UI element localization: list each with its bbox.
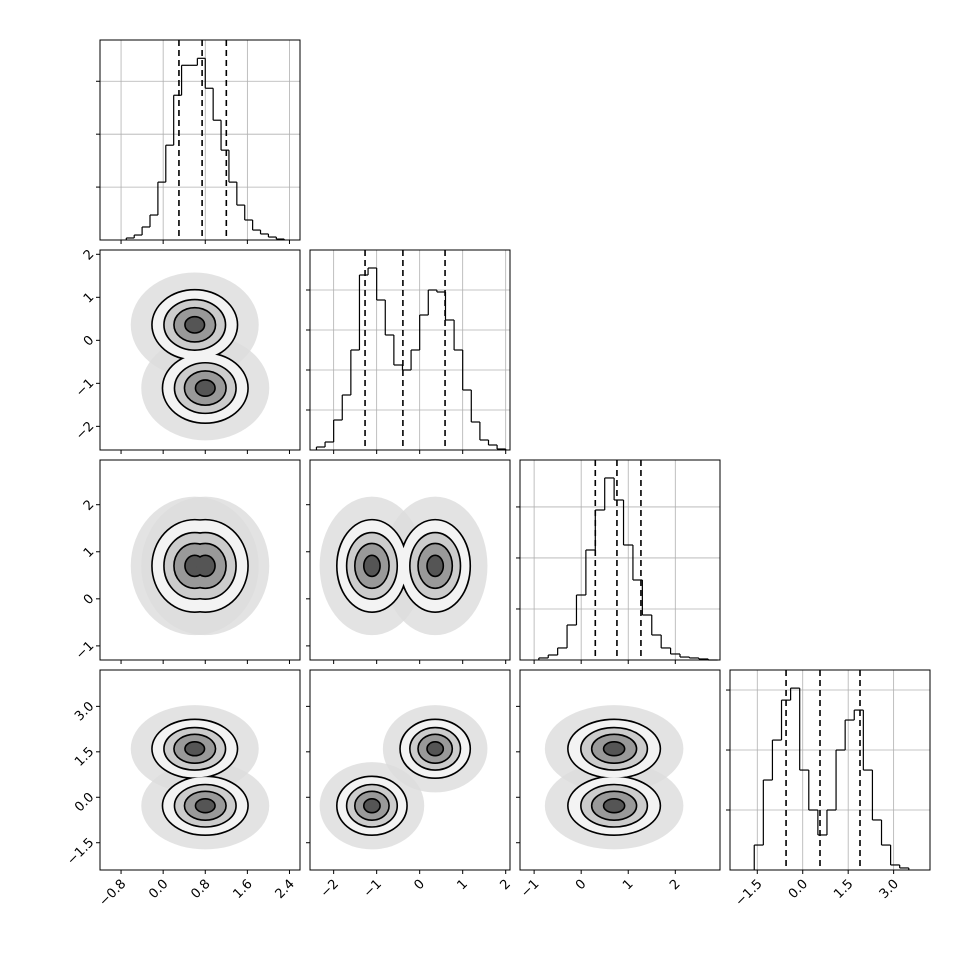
x-tick-label: 0 bbox=[573, 877, 589, 893]
density-panel bbox=[130, 496, 270, 636]
panel-frame bbox=[309, 249, 511, 451]
y-tick-label: −1.5 bbox=[64, 835, 97, 868]
density-panel bbox=[130, 272, 270, 441]
x-tick-label: 2.4 bbox=[273, 877, 298, 902]
contour-fill bbox=[427, 556, 443, 576]
x-tick-label: −1.5 bbox=[733, 877, 766, 910]
y-tick-label: 0 bbox=[81, 592, 97, 608]
x-tick-label: 0.8 bbox=[188, 877, 213, 902]
contour-fill bbox=[604, 799, 624, 812]
y-tick-label: 1 bbox=[81, 544, 97, 560]
x-tick-label: 3.0 bbox=[877, 877, 902, 902]
x-tick-label: 0 bbox=[412, 877, 428, 893]
panel-frame bbox=[99, 39, 301, 241]
x-tick-label: −1 bbox=[361, 877, 385, 901]
panel-frame bbox=[99, 459, 301, 661]
x-tick-label: 2 bbox=[667, 877, 683, 893]
x-tick-label: −1 bbox=[518, 877, 542, 901]
density-panel bbox=[319, 705, 488, 850]
panel-frame bbox=[99, 669, 301, 871]
y-tick-label: −1 bbox=[73, 376, 97, 400]
contour-fill bbox=[196, 799, 215, 812]
y-tick-label: −1 bbox=[73, 639, 97, 663]
x-tick-label: 1 bbox=[455, 877, 471, 893]
panel-frame bbox=[729, 669, 931, 871]
y-tick-label: 0 bbox=[81, 333, 97, 349]
density-panel bbox=[544, 705, 684, 850]
contour-fill bbox=[185, 317, 204, 333]
density-panel bbox=[130, 705, 270, 850]
x-tick-label: 0.0 bbox=[786, 877, 811, 902]
y-tick-label: 2 bbox=[81, 247, 97, 263]
contour-fill bbox=[196, 556, 215, 576]
contour-fill bbox=[196, 380, 215, 396]
contour-fill bbox=[364, 556, 380, 576]
x-tick-label: −2 bbox=[318, 877, 342, 901]
panel-frame bbox=[309, 669, 511, 871]
y-tick-label: 1 bbox=[81, 290, 97, 306]
x-tick-label: 1.5 bbox=[831, 877, 856, 902]
panel-frame bbox=[99, 249, 301, 451]
contour-fill bbox=[604, 742, 624, 755]
y-tick-label: 2 bbox=[81, 497, 97, 513]
y-tick-label: −2 bbox=[73, 419, 97, 443]
x-tick-label: −0.8 bbox=[96, 877, 129, 910]
contour-fill bbox=[427, 742, 443, 755]
panel-frame bbox=[309, 459, 511, 661]
panel-frame bbox=[519, 669, 721, 871]
contour-fill bbox=[185, 742, 204, 755]
x-tick-label: 0.0 bbox=[146, 877, 171, 902]
contour-fill bbox=[364, 799, 380, 812]
y-tick-label: 0.0 bbox=[72, 790, 97, 815]
y-tick-label: 1.5 bbox=[72, 745, 97, 770]
density-panel bbox=[319, 496, 488, 636]
x-tick-label: 2 bbox=[498, 877, 514, 893]
panel-frame bbox=[519, 459, 721, 661]
y-tick-label: 3.0 bbox=[72, 699, 97, 724]
x-tick-label: 1 bbox=[620, 877, 636, 893]
x-tick-label: 1.6 bbox=[230, 877, 255, 902]
